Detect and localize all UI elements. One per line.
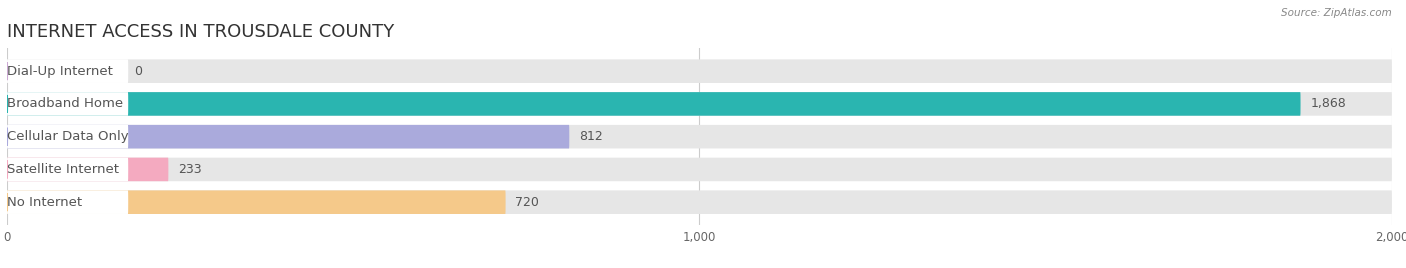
Text: Satellite Internet: Satellite Internet — [7, 163, 120, 176]
FancyBboxPatch shape — [7, 190, 1392, 214]
FancyBboxPatch shape — [7, 158, 169, 181]
FancyBboxPatch shape — [7, 92, 1301, 116]
FancyBboxPatch shape — [7, 190, 128, 214]
Text: Broadband Home: Broadband Home — [7, 98, 124, 110]
Text: 1,868: 1,868 — [1310, 98, 1346, 110]
Text: Cellular Data Only: Cellular Data Only — [7, 130, 129, 143]
Text: No Internet: No Internet — [7, 196, 83, 209]
Text: 812: 812 — [579, 130, 603, 143]
FancyBboxPatch shape — [7, 92, 128, 116]
FancyBboxPatch shape — [7, 59, 128, 83]
FancyBboxPatch shape — [7, 125, 1392, 148]
Text: 0: 0 — [134, 65, 142, 78]
FancyBboxPatch shape — [7, 125, 128, 148]
FancyBboxPatch shape — [7, 158, 128, 181]
FancyBboxPatch shape — [7, 125, 569, 148]
FancyBboxPatch shape — [7, 59, 1392, 83]
Text: 233: 233 — [179, 163, 201, 176]
Text: INTERNET ACCESS IN TROUSDALE COUNTY: INTERNET ACCESS IN TROUSDALE COUNTY — [7, 23, 394, 41]
Text: 720: 720 — [515, 196, 538, 209]
Text: Source: ZipAtlas.com: Source: ZipAtlas.com — [1281, 8, 1392, 18]
FancyBboxPatch shape — [7, 190, 506, 214]
FancyBboxPatch shape — [7, 92, 1392, 116]
FancyBboxPatch shape — [7, 158, 1392, 181]
Text: Dial-Up Internet: Dial-Up Internet — [7, 65, 114, 78]
